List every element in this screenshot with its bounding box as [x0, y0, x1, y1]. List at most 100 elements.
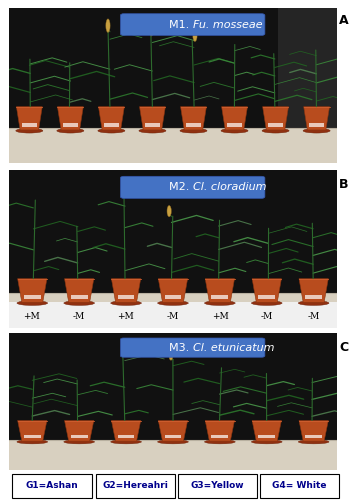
- Text: Cl. cloradium: Cl. cloradium: [193, 182, 266, 192]
- Bar: [104, 123, 119, 127]
- Polygon shape: [158, 420, 188, 441]
- Ellipse shape: [251, 440, 282, 444]
- FancyBboxPatch shape: [120, 176, 265, 199]
- Text: +M: +M: [118, 312, 134, 321]
- Text: G2=Hereahri: G2=Hereahri: [103, 481, 168, 490]
- Text: -M: -M: [167, 312, 179, 321]
- Polygon shape: [58, 106, 83, 130]
- Bar: [268, 123, 283, 127]
- Text: G3=Yellow: G3=Yellow: [191, 481, 244, 490]
- Bar: [118, 295, 134, 299]
- Ellipse shape: [169, 350, 173, 360]
- Text: -M: -M: [73, 312, 85, 321]
- Polygon shape: [222, 106, 247, 130]
- Ellipse shape: [106, 19, 110, 32]
- Text: +M: +M: [212, 312, 228, 321]
- Polygon shape: [18, 278, 47, 302]
- FancyBboxPatch shape: [120, 14, 265, 36]
- FancyBboxPatch shape: [120, 338, 265, 357]
- Text: Fu. mosseae: Fu. mosseae: [193, 20, 262, 30]
- Text: B: B: [339, 178, 348, 190]
- Ellipse shape: [262, 128, 289, 133]
- Text: Cl. etunicatum: Cl. etunicatum: [193, 342, 274, 352]
- Ellipse shape: [17, 300, 48, 306]
- Bar: [118, 435, 134, 438]
- Ellipse shape: [57, 128, 84, 133]
- Ellipse shape: [221, 128, 248, 133]
- Ellipse shape: [303, 128, 330, 133]
- Polygon shape: [65, 420, 94, 441]
- Bar: [9, 128, 337, 162]
- Ellipse shape: [64, 440, 95, 444]
- Bar: [305, 295, 322, 299]
- Polygon shape: [158, 278, 188, 302]
- Text: -M: -M: [308, 312, 320, 321]
- Polygon shape: [17, 106, 42, 130]
- Ellipse shape: [98, 128, 125, 133]
- Bar: [71, 295, 88, 299]
- Ellipse shape: [17, 440, 48, 444]
- Text: M1.: M1.: [169, 20, 193, 30]
- Bar: [305, 435, 322, 438]
- Polygon shape: [205, 278, 234, 302]
- Text: +M: +M: [23, 312, 40, 321]
- Ellipse shape: [204, 300, 235, 306]
- Polygon shape: [98, 106, 124, 130]
- Polygon shape: [181, 106, 207, 130]
- Bar: [211, 295, 228, 299]
- Polygon shape: [139, 106, 165, 130]
- Polygon shape: [299, 278, 328, 302]
- Bar: [278, 8, 337, 162]
- Ellipse shape: [298, 300, 329, 306]
- Bar: [24, 295, 41, 299]
- Bar: [164, 435, 181, 438]
- Bar: [164, 295, 181, 299]
- Text: G4= White: G4= White: [273, 481, 327, 490]
- Bar: [9, 293, 337, 328]
- Ellipse shape: [111, 440, 142, 444]
- Bar: [9, 440, 337, 470]
- Ellipse shape: [158, 440, 188, 444]
- Ellipse shape: [158, 300, 188, 306]
- Ellipse shape: [111, 300, 142, 306]
- Text: M2.: M2.: [169, 182, 193, 192]
- Polygon shape: [205, 420, 234, 441]
- Text: G1=Ashan: G1=Ashan: [25, 481, 78, 490]
- Bar: [9, 302, 337, 328]
- Ellipse shape: [122, 342, 127, 354]
- Text: A: A: [339, 14, 348, 27]
- Bar: [258, 435, 275, 438]
- Ellipse shape: [204, 440, 235, 444]
- Bar: [24, 435, 41, 438]
- Ellipse shape: [139, 128, 166, 133]
- Bar: [145, 123, 160, 127]
- Bar: [22, 123, 37, 127]
- Bar: [63, 123, 78, 127]
- Bar: [186, 123, 201, 127]
- Text: M3.: M3.: [169, 342, 193, 352]
- Bar: [309, 123, 324, 127]
- Ellipse shape: [193, 30, 197, 42]
- Bar: [211, 435, 228, 438]
- Polygon shape: [65, 278, 94, 302]
- Ellipse shape: [251, 300, 282, 306]
- Ellipse shape: [298, 440, 329, 444]
- Polygon shape: [112, 420, 141, 441]
- Ellipse shape: [180, 128, 207, 133]
- Text: C: C: [339, 341, 348, 354]
- Bar: [258, 295, 275, 299]
- Polygon shape: [263, 106, 288, 130]
- Polygon shape: [304, 106, 329, 130]
- Polygon shape: [18, 420, 47, 441]
- Ellipse shape: [16, 128, 43, 133]
- Bar: [227, 123, 242, 127]
- Polygon shape: [112, 278, 141, 302]
- Polygon shape: [252, 420, 281, 441]
- Ellipse shape: [167, 206, 171, 216]
- Polygon shape: [252, 278, 281, 302]
- Ellipse shape: [64, 300, 95, 306]
- Bar: [71, 435, 88, 438]
- Ellipse shape: [149, 23, 154, 36]
- Polygon shape: [299, 420, 328, 441]
- Text: -M: -M: [261, 312, 273, 321]
